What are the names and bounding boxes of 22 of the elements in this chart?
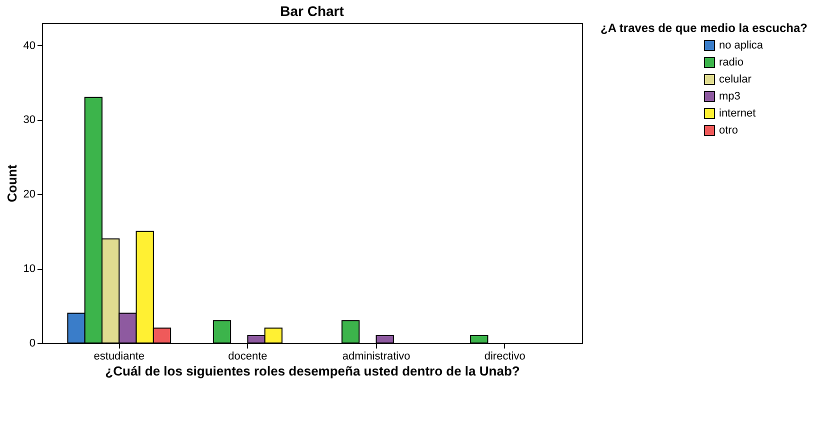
legend-label: mp3 bbox=[719, 90, 740, 102]
x-tick-label: directivo bbox=[484, 350, 526, 362]
x-tick-label: docente bbox=[228, 350, 268, 362]
legend-title: ¿A traves de que medio la escucha? bbox=[600, 21, 808, 35]
legend-label: internet bbox=[719, 108, 756, 120]
x-axis-title: ¿Cuál de los siguientes roles desempeña usted dentro de la Unab? bbox=[105, 364, 520, 378]
x-tick-label: administrativo bbox=[342, 350, 410, 362]
legend-label: otro bbox=[719, 124, 738, 136]
bar bbox=[470, 335, 488, 344]
bar bbox=[342, 320, 360, 344]
y-tick-label: 10 bbox=[23, 263, 36, 276]
y-axis-title: Count bbox=[4, 164, 20, 202]
legend-label: celular bbox=[719, 74, 752, 86]
y-tick-label: 30 bbox=[23, 114, 36, 126]
x-tick-label: estudiante bbox=[94, 350, 145, 362]
y-tick-label: 20 bbox=[23, 188, 36, 201]
chart-title: Bar Chart bbox=[280, 3, 344, 19]
legend-label: no aplica bbox=[719, 40, 764, 52]
y-tick-label: 40 bbox=[23, 40, 36, 52]
legend-label: radio bbox=[719, 56, 744, 68]
y-tick-label: 0 bbox=[29, 338, 36, 350]
bar bbox=[212, 320, 232, 344]
